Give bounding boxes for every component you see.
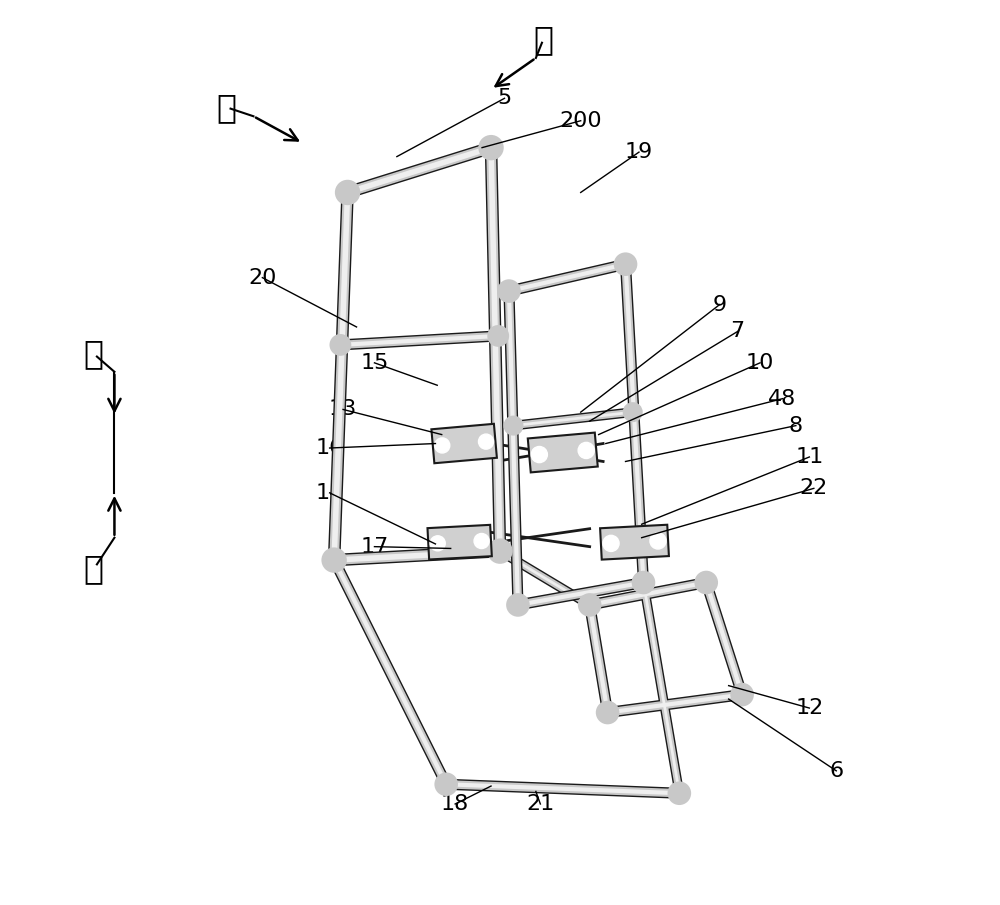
- Text: 6: 6: [829, 761, 843, 781]
- Circle shape: [603, 536, 619, 551]
- Circle shape: [731, 684, 753, 705]
- Circle shape: [435, 774, 457, 795]
- Text: 21: 21: [526, 794, 554, 814]
- Text: 48: 48: [768, 389, 797, 409]
- Circle shape: [430, 536, 445, 551]
- Polygon shape: [431, 424, 497, 463]
- Text: 13: 13: [329, 399, 357, 419]
- Text: 右: 右: [217, 90, 237, 124]
- Text: 16: 16: [316, 438, 344, 458]
- Text: 22: 22: [800, 479, 828, 499]
- Text: 17: 17: [360, 537, 389, 557]
- Text: 10: 10: [746, 353, 774, 373]
- Text: 19: 19: [625, 142, 653, 162]
- Circle shape: [498, 281, 520, 302]
- Circle shape: [578, 443, 594, 459]
- Text: 8: 8: [789, 415, 803, 435]
- Text: 15: 15: [360, 353, 389, 373]
- Circle shape: [479, 136, 503, 159]
- Text: 200: 200: [559, 110, 602, 130]
- Circle shape: [507, 595, 529, 615]
- Circle shape: [579, 595, 600, 615]
- Text: 11: 11: [795, 447, 823, 467]
- Text: 12: 12: [795, 698, 823, 718]
- Text: 5: 5: [497, 89, 512, 109]
- Circle shape: [650, 533, 666, 549]
- Text: 左: 左: [533, 24, 553, 56]
- Circle shape: [633, 572, 654, 594]
- Circle shape: [488, 326, 508, 346]
- Circle shape: [322, 548, 346, 572]
- Circle shape: [531, 446, 547, 462]
- Text: 14: 14: [316, 483, 344, 503]
- Circle shape: [504, 416, 522, 434]
- Text: 18: 18: [441, 794, 469, 814]
- Circle shape: [624, 404, 642, 421]
- Circle shape: [474, 533, 489, 548]
- Circle shape: [488, 539, 512, 563]
- Circle shape: [597, 701, 618, 723]
- Circle shape: [615, 253, 636, 275]
- Polygon shape: [528, 433, 598, 472]
- Circle shape: [336, 181, 359, 205]
- Polygon shape: [427, 525, 492, 559]
- Text: 20: 20: [248, 268, 277, 288]
- Text: 下: 下: [84, 553, 104, 586]
- Polygon shape: [600, 525, 669, 559]
- Circle shape: [669, 783, 690, 804]
- Circle shape: [478, 434, 494, 449]
- Circle shape: [331, 335, 350, 355]
- Circle shape: [695, 572, 717, 594]
- Text: 9: 9: [713, 294, 727, 315]
- Text: 7: 7: [731, 321, 745, 341]
- Text: 上: 上: [84, 338, 104, 370]
- Circle shape: [435, 438, 450, 453]
